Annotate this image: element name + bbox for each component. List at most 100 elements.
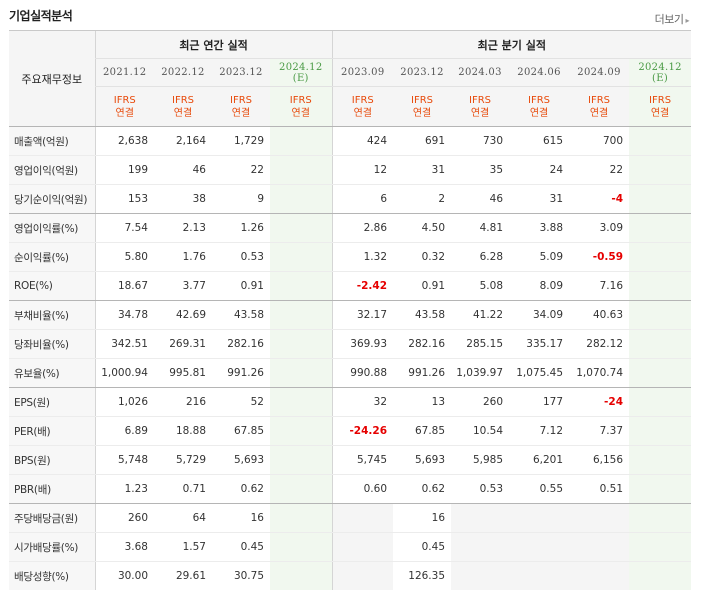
table-cell: 2,164 <box>154 127 212 156</box>
table-cell <box>629 533 691 562</box>
table-cell: 4.81 <box>451 214 509 243</box>
section-title: 기업실적분석 <box>9 7 72 24</box>
consolidated-label: 연결 <box>96 107 155 120</box>
table-cell: 5,729 <box>154 446 212 475</box>
ifrs-label: IFRS <box>270 94 332 107</box>
table-cell <box>629 243 691 272</box>
table-cell: 0.45 <box>393 533 451 562</box>
table-cell: 32 <box>332 388 393 417</box>
table-cell: 34.09 <box>509 301 569 330</box>
table-cell: 369.93 <box>332 330 393 359</box>
table-cell: 6,201 <box>509 446 569 475</box>
ifrs-label: IFRS <box>333 94 394 107</box>
table-cell: 7.54 <box>95 214 154 243</box>
ifrs-label: IFRS <box>629 94 691 107</box>
table-cell <box>270 359 332 388</box>
table-cell: 5,748 <box>95 446 154 475</box>
table-cell: 22 <box>212 156 270 185</box>
table-cell <box>451 504 509 533</box>
table-cell: 1.32 <box>332 243 393 272</box>
table-cell <box>270 330 332 359</box>
consolidated-label: 연결 <box>451 107 509 120</box>
table-cell <box>569 533 629 562</box>
table-cell: 46 <box>451 185 509 214</box>
table-cell: 691 <box>393 127 451 156</box>
row-label: ROE(%) <box>9 272 95 301</box>
table-cell <box>629 272 691 301</box>
period-header: 2024.03 <box>451 59 509 87</box>
table-cell: 269.31 <box>154 330 212 359</box>
table-cell: 38 <box>154 185 212 214</box>
period-header: 2024.09 <box>569 59 629 87</box>
table-cell: 16 <box>393 504 451 533</box>
table-cell <box>270 562 332 590</box>
table-cell <box>509 504 569 533</box>
table-cell <box>629 156 691 185</box>
consolidated-label: 연결 <box>270 107 332 120</box>
period-label: 2022.12 <box>154 67 212 78</box>
estimate-mark: (E) <box>629 73 691 84</box>
ifrs-label: IFRS <box>451 94 509 107</box>
table-cell: 216 <box>154 388 212 417</box>
label-column-header: 주요재무정보 <box>9 31 95 127</box>
table-cell: 1.76 <box>154 243 212 272</box>
consolidated-label: 연결 <box>154 107 212 120</box>
table-cell: 22 <box>569 156 629 185</box>
table-cell: 41.22 <box>451 301 509 330</box>
table-cell: 1,039.97 <box>451 359 509 388</box>
table-cell: 9 <box>212 185 270 214</box>
more-link[interactable]: 더보기▸ <box>655 11 689 27</box>
table-cell: 0.53 <box>451 475 509 504</box>
table-cell: 700 <box>569 127 629 156</box>
row-label: 매출액(억원) <box>9 127 95 156</box>
table-cell: 342.51 <box>95 330 154 359</box>
row-label: PBR(배) <box>9 475 95 504</box>
period-label: 2021.12 <box>96 67 155 78</box>
consolidated-label: 연결 <box>212 107 270 120</box>
row-label: BPS(원) <box>9 446 95 475</box>
table-cell <box>332 533 393 562</box>
table-cell: 2,638 <box>95 127 154 156</box>
table-cell <box>629 185 691 214</box>
table-cell <box>629 127 691 156</box>
table-cell: 0.53 <box>212 243 270 272</box>
table-cell <box>270 272 332 301</box>
table-cell: 13 <box>393 388 451 417</box>
table-cell: 3.88 <box>509 214 569 243</box>
period-header: 2024.12(E) <box>270 59 332 87</box>
table-cell <box>270 243 332 272</box>
table-cell: 5.08 <box>451 272 509 301</box>
table-cell: 990.88 <box>332 359 393 388</box>
table-cell: 2.86 <box>332 214 393 243</box>
table-cell: 52 <box>212 388 270 417</box>
ifrs-label: IFRS <box>212 94 270 107</box>
table-cell <box>629 301 691 330</box>
table-cell: 7.12 <box>509 417 569 446</box>
table-cell: -24.26 <box>332 417 393 446</box>
table-cell: 40.63 <box>569 301 629 330</box>
row-label: 시가배당률(%) <box>9 533 95 562</box>
period-header: 2023.09 <box>332 59 393 87</box>
table-cell: 31 <box>509 185 569 214</box>
table-cell: 730 <box>451 127 509 156</box>
row-label: PER(배) <box>9 417 95 446</box>
table-cell: 6.89 <box>95 417 154 446</box>
table-cell: 1,070.74 <box>569 359 629 388</box>
table-cell <box>332 504 393 533</box>
